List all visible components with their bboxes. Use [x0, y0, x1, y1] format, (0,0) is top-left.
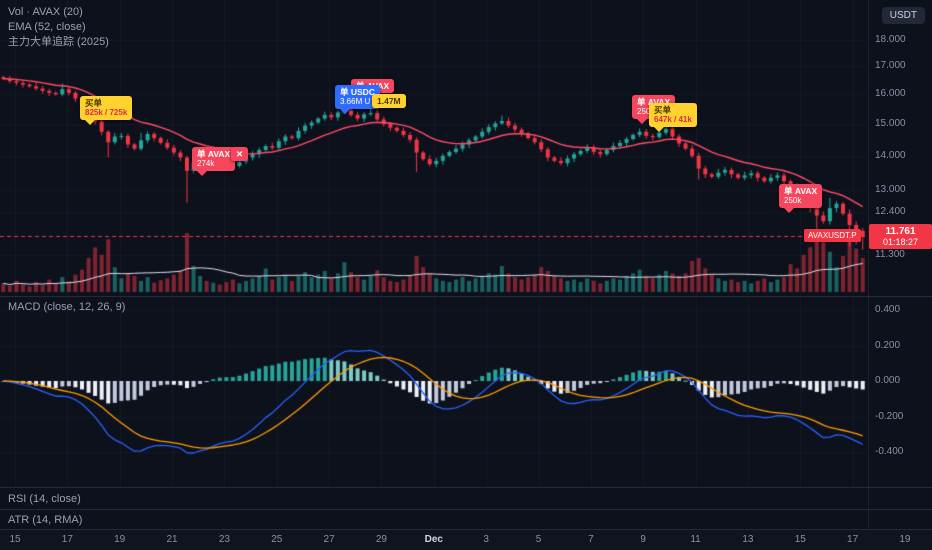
time-tick-label: 27: [323, 534, 335, 545]
macd-tick-label: -0.200: [875, 410, 904, 422]
rsi-pane-header[interactable]: RSI (14, close): [0, 487, 932, 509]
trade-marker-title: 买单: [85, 98, 103, 108]
indicator-legend: Vol · AVAX (20) EMA (52, close) 主力大单追踪 (…: [8, 5, 109, 50]
time-axis[interactable]: 15 17 19 21 23 25 27 29 Dec 3 5 7 9 11 13 15 17 19: [0, 529, 932, 550]
trade-marker-title: 单 AVAX: [784, 186, 818, 196]
time-tick-label: Dec: [424, 534, 443, 545]
price-tick-label: 16.000: [875, 88, 906, 100]
trade-marker-amount: 274k: [197, 159, 215, 168]
legend-ema[interactable]: EMA (52, close): [8, 21, 86, 33]
last-price-value: 11.761: [885, 226, 916, 238]
price-tick-label: 18.000: [875, 34, 906, 45]
macd-tick-label: 0.000: [875, 375, 901, 386]
time-tick-label: 15: [794, 534, 806, 545]
time-tick-label: 19: [114, 534, 126, 545]
trade-marker[interactable]: 买单 825k / 725k: [80, 96, 133, 125]
last-price-badge: 11.761 01:18:27: [869, 224, 932, 250]
trade-marker-title: 单 USDC: [340, 87, 375, 97]
macd-tick-label: 0.200: [875, 339, 901, 351]
trade-marker-amount: 250k: [784, 196, 802, 205]
trade-marker[interactable]: 买单 647k / 41k: [649, 103, 697, 132]
trade-marker-title: 单 AVAX: [637, 97, 671, 107]
trade-marker[interactable]: 单 AVAX 274k: [192, 147, 236, 176]
price-tick-label: 11.300: [875, 248, 905, 260]
macd-tick-label: 0.400: [875, 304, 901, 315]
trade-marker-amount: 825k / 725k: [85, 108, 128, 117]
price-tick-label: 15.000: [875, 118, 906, 130]
time-tick-label: 9: [640, 534, 646, 545]
legend-volume[interactable]: Vol · AVAX (20): [8, 6, 83, 18]
time-tick-label: 15: [9, 534, 21, 545]
time-tick-label: 17: [61, 534, 73, 545]
time-tick-label: 7: [588, 534, 594, 545]
time-tick-label: 25: [271, 534, 283, 545]
trade-marker-title: 买单: [654, 105, 672, 115]
pane-separator[interactable]: [0, 296, 932, 297]
rsi-pane-label: RSI (14, close): [8, 492, 81, 505]
macd-pane-header[interactable]: MACD (close, 12, 26, 9): [8, 301, 126, 313]
price-axis[interactable]: 11.761 01:18:27 18.000 17.000 16.000 15.000…: [868, 0, 932, 529]
trade-marker[interactable]: 单 AVAX 250k: [779, 184, 823, 213]
legend-custom-indicator[interactable]: 主力大单追踪 (2025): [8, 36, 109, 48]
trade-marker[interactable]: ✕: [231, 147, 249, 161]
time-tick-label: 5: [535, 534, 542, 545]
time-tick-label: 13: [742, 534, 754, 545]
price-tick-label: 13.000: [875, 184, 906, 196]
bar-countdown: 01:18:27: [882, 237, 919, 248]
trade-marker-amount: 250k: [637, 107, 655, 116]
price-tick-label: 12.400: [875, 205, 906, 217]
price-tick-label: 14.000: [875, 149, 906, 161]
time-tick-label: 29: [375, 534, 387, 545]
time-tick-label: 23: [218, 534, 230, 545]
symbol-price-label: AVAXUSDT.P: [804, 229, 861, 243]
trade-marker-amount: 3.66M U: [340, 97, 371, 106]
trade-marker-title: 1.47M: [377, 96, 401, 106]
quote-currency-badge[interactable]: USDT: [881, 7, 925, 24]
macd-tick-label: -0.400: [875, 446, 904, 457]
trade-marker-title: 单 AVAX: [197, 149, 231, 159]
time-tick-label: 21: [166, 534, 178, 545]
time-tick-label: 19: [899, 534, 911, 545]
time-tick-label: 3: [483, 534, 489, 545]
trade-marker-amount: 647k / 41k: [654, 115, 692, 124]
time-tick-label: 17: [847, 534, 859, 545]
trade-marker[interactable]: 1.47M: [372, 94, 406, 108]
atr-pane-header[interactable]: ATR (14, RMA): [0, 509, 932, 529]
atr-pane-label: ATR (14, RMA): [8, 513, 83, 526]
price-tick-label: 17.000: [875, 60, 906, 72]
time-tick-label: 11: [690, 534, 701, 545]
trade-marker-title: ✕: [236, 149, 244, 159]
